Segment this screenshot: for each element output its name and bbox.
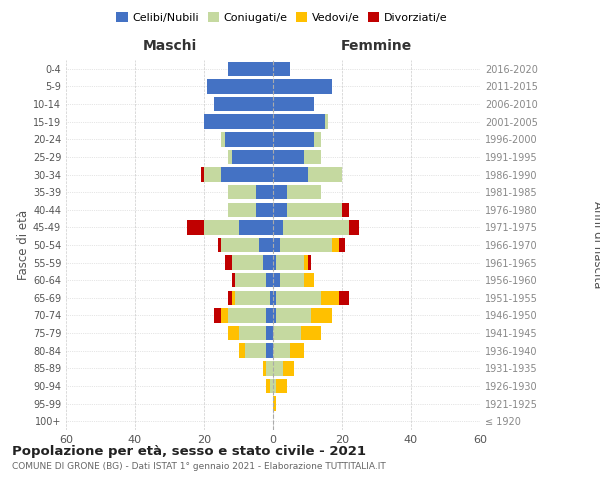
- Bar: [200, 168, 204, 181]
- Bar: [269, 378, 273, 393]
- Bar: [214, 97, 273, 112]
- Text: Popolazione per età, sesso e stato civile - 2021: Popolazione per età, sesso e stato civil…: [12, 444, 366, 458]
- Bar: [273, 273, 280, 287]
- Bar: [204, 220, 239, 234]
- Bar: [239, 344, 245, 358]
- Bar: [235, 290, 269, 305]
- Bar: [221, 238, 259, 252]
- Bar: [280, 238, 332, 252]
- Text: Femmine: Femmine: [341, 38, 412, 52]
- Bar: [221, 308, 228, 322]
- Bar: [228, 185, 256, 200]
- Bar: [277, 256, 304, 270]
- Bar: [187, 220, 204, 234]
- Bar: [273, 114, 325, 129]
- Bar: [311, 308, 332, 322]
- Bar: [228, 290, 232, 305]
- Bar: [287, 185, 322, 200]
- Bar: [232, 290, 235, 305]
- Bar: [308, 256, 311, 270]
- Bar: [273, 361, 283, 376]
- Bar: [266, 378, 269, 393]
- Bar: [269, 290, 273, 305]
- Bar: [228, 326, 239, 340]
- Bar: [322, 290, 338, 305]
- Bar: [273, 396, 277, 411]
- Bar: [256, 202, 273, 217]
- Bar: [273, 202, 287, 217]
- Bar: [273, 132, 314, 146]
- Bar: [332, 238, 338, 252]
- Bar: [266, 361, 273, 376]
- Bar: [235, 273, 266, 287]
- Bar: [308, 168, 342, 181]
- Bar: [277, 378, 287, 393]
- Bar: [221, 132, 224, 146]
- Bar: [290, 344, 304, 358]
- Bar: [208, 79, 273, 94]
- Bar: [228, 150, 232, 164]
- Bar: [273, 220, 283, 234]
- Bar: [263, 256, 273, 270]
- Bar: [256, 185, 273, 200]
- Legend: Celibi/Nubili, Coniugati/e, Vedovi/e, Divorziati/e: Celibi/Nubili, Coniugati/e, Vedovi/e, Di…: [112, 8, 452, 28]
- Bar: [224, 256, 232, 270]
- Bar: [273, 256, 277, 270]
- Bar: [273, 150, 304, 164]
- Bar: [273, 378, 277, 393]
- Bar: [259, 238, 273, 252]
- Bar: [283, 361, 294, 376]
- Bar: [204, 114, 273, 129]
- Bar: [273, 238, 280, 252]
- Bar: [304, 273, 314, 287]
- Bar: [266, 326, 273, 340]
- Bar: [277, 290, 322, 305]
- Bar: [273, 168, 308, 181]
- Bar: [266, 308, 273, 322]
- Bar: [228, 308, 266, 322]
- Bar: [283, 220, 349, 234]
- Bar: [232, 273, 235, 287]
- Bar: [280, 273, 304, 287]
- Y-axis label: Fasce di età: Fasce di età: [17, 210, 30, 280]
- Bar: [273, 97, 314, 112]
- Bar: [325, 114, 328, 129]
- Bar: [349, 220, 359, 234]
- Bar: [273, 185, 287, 200]
- Bar: [301, 326, 322, 340]
- Y-axis label: Anni di nascita: Anni di nascita: [592, 202, 600, 288]
- Bar: [204, 168, 221, 181]
- Bar: [228, 202, 256, 217]
- Bar: [239, 326, 266, 340]
- Bar: [273, 79, 332, 94]
- Bar: [273, 344, 290, 358]
- Bar: [273, 62, 290, 76]
- Bar: [232, 256, 263, 270]
- Bar: [245, 344, 266, 358]
- Bar: [224, 132, 273, 146]
- Text: Maschi: Maschi: [142, 38, 197, 52]
- Text: COMUNE DI GRONE (BG) - Dati ISTAT 1° gennaio 2021 - Elaborazione TUTTITALIA.IT: COMUNE DI GRONE (BG) - Dati ISTAT 1° gen…: [12, 462, 386, 471]
- Bar: [273, 290, 277, 305]
- Bar: [273, 326, 301, 340]
- Bar: [263, 361, 266, 376]
- Bar: [221, 168, 273, 181]
- Bar: [338, 238, 346, 252]
- Bar: [338, 290, 349, 305]
- Bar: [239, 220, 273, 234]
- Bar: [304, 150, 322, 164]
- Bar: [287, 202, 342, 217]
- Bar: [266, 344, 273, 358]
- Bar: [218, 238, 221, 252]
- Bar: [228, 62, 273, 76]
- Bar: [314, 132, 322, 146]
- Bar: [232, 150, 273, 164]
- Bar: [273, 308, 277, 322]
- Bar: [277, 308, 311, 322]
- Bar: [304, 256, 308, 270]
- Bar: [214, 308, 221, 322]
- Bar: [342, 202, 349, 217]
- Bar: [266, 273, 273, 287]
